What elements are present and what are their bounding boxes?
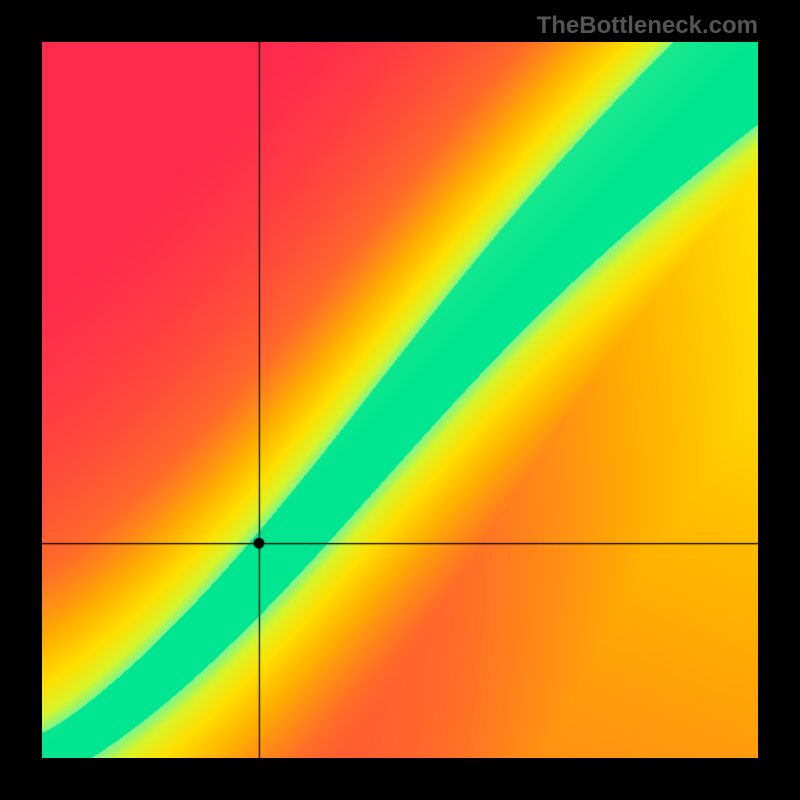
chart-container: TheBottleneck.com bbox=[0, 0, 800, 800]
bottleneck-heatmap bbox=[42, 42, 758, 758]
watermark-text: TheBottleneck.com bbox=[537, 12, 758, 40]
